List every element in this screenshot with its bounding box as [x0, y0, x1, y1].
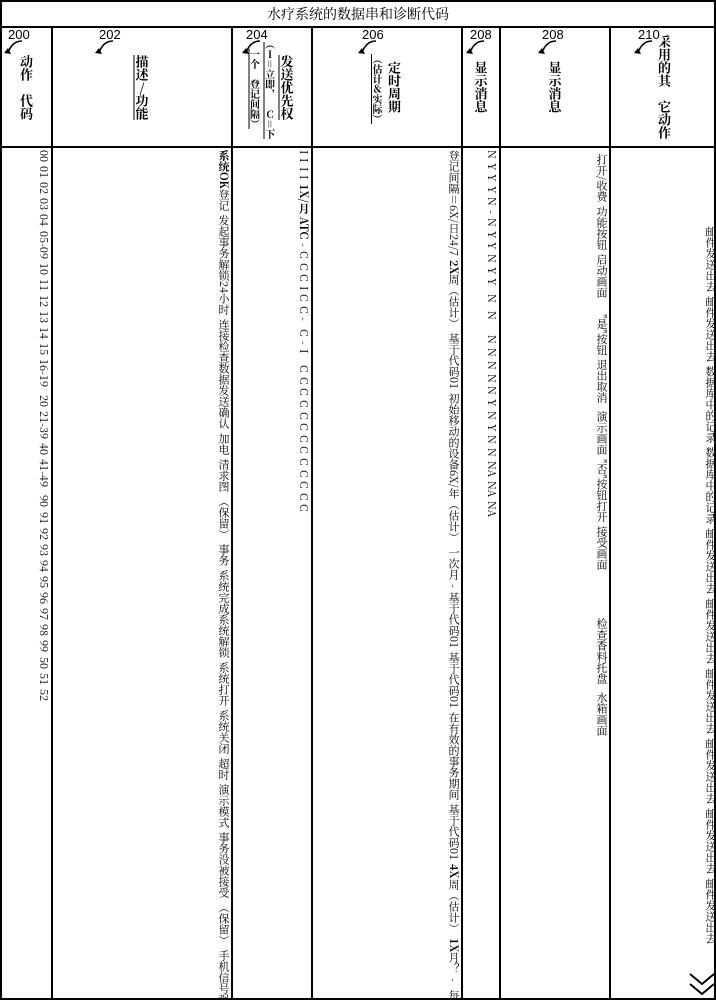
col-desc: 系统 OK 登记发起事务解锁 24 小时连接检查数据发送确认加电清求图（保留）事…	[52, 147, 232, 998]
page-title: 水疗系统的数据串和诊断代码	[2, 2, 714, 28]
body-row: 000102030405-0910111213141516-192021-394…	[2, 147, 714, 998]
diagnostic-table: 动作 代码 描述/功能 发送优先权 （I＝立即， C＝下一个 登记间隔） 定时周…	[2, 28, 714, 998]
col-code: 000102030405-0910111213141516-192021-394…	[2, 147, 52, 998]
table-wrap: 200 202 204 206 208 208 210	[2, 28, 714, 998]
callout-200: 200	[6, 28, 32, 42]
callout-210: 210	[636, 28, 662, 42]
hdr-code-label: 动作 代码	[17, 55, 36, 120]
hdr-desc-label: 描述/功能	[133, 55, 152, 120]
col-msgt: 打开/收费功能按钮启动画面"是"按钮退出取消演示画面"否"按钮打开接受画面检查香…	[500, 147, 610, 998]
col-prio: IIII1X/月 ATC-CCCICC-C-ICCCCCCCCCCCCC	[232, 147, 312, 998]
col-period: 登记间隔＝6X/日 24/72X 周（估计）基于代码 01初始移动的设备 6X/…	[312, 147, 462, 998]
hdr-msg-flag-label: 显示消息	[472, 61, 491, 113]
hdr-desc: 描述/功能	[52, 28, 232, 147]
callout-206: 206	[360, 28, 386, 42]
col-msgf: NYYYN-NYYNYYNNNNNNNYNYNNNANANA	[462, 147, 500, 998]
col-act: 邮件发送出去邮件发送出去数据库中的记录数据库中的记录邮件发送出去邮件发送出去邮件…	[610, 147, 714, 998]
hdr-msg-text-label: 显示消息	[546, 61, 565, 113]
page-frame: 水疗系统的数据串和诊断代码 200 202 204 206 208 208	[0, 0, 716, 1000]
page-title-text: 水疗系统的数据串和诊断代码	[267, 4, 449, 24]
callout-204: 204	[244, 28, 270, 42]
callout-202: 202	[97, 28, 123, 42]
callout-208a: 208	[468, 28, 494, 42]
hdr-period-label: 定时周期	[385, 61, 404, 113]
hdr-priority-label: 发送优先权	[278, 55, 297, 120]
page-break-mark	[688, 970, 714, 998]
callout-208b: 208	[540, 28, 566, 42]
